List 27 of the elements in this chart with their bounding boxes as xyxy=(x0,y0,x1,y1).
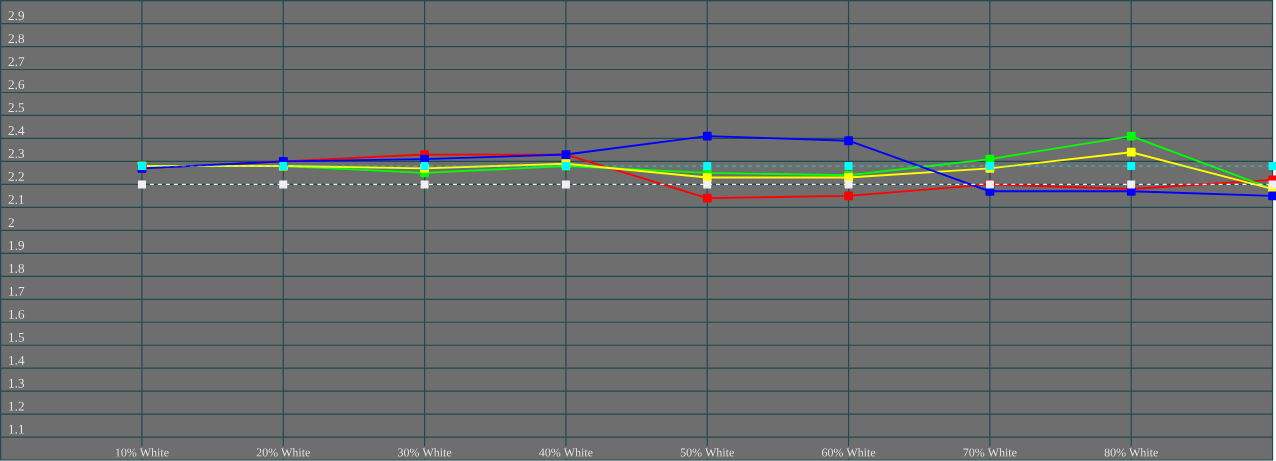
x-tick-label: 20% White xyxy=(256,448,310,457)
x-tick-label: 50% White xyxy=(680,448,734,457)
y-tick-label: 2.6 xyxy=(8,80,25,90)
y-tick-label: 2.3 xyxy=(8,149,25,159)
x-tick-label: 30% White xyxy=(398,448,452,457)
y-tick-label: 2.8 xyxy=(8,34,25,44)
y-tick-label: 2.1 xyxy=(8,195,24,205)
y-tick-label: 2.5 xyxy=(8,103,25,113)
y-tick-label: 1.3 xyxy=(9,378,25,388)
y-tick-label: 1.4 xyxy=(9,356,25,365)
y-tick-label: 2.7 xyxy=(8,57,25,67)
y-tick-label: 1.6 xyxy=(9,310,25,320)
x-tick-label: 80% White xyxy=(1104,448,1158,457)
y-tick-label: 1.5 xyxy=(9,333,25,343)
y-tick-label: 1.9 xyxy=(9,241,25,251)
x-tick-label: 40% White xyxy=(539,448,593,457)
y-tick-label: 2 xyxy=(8,218,14,228)
y-tick-label: 1.8 xyxy=(9,264,25,274)
x-tick-label: 70% White xyxy=(963,448,1017,457)
y-tick-label: 1.2 xyxy=(9,401,24,411)
x-tick-label: 60% White xyxy=(822,448,876,457)
y-tick-label: 2.2 xyxy=(8,172,24,182)
x-tick-label: 10% White xyxy=(115,448,169,457)
y-tick-label: 1.7 xyxy=(9,287,25,297)
y-tick-label: 2.4 xyxy=(8,126,25,136)
y-tick-label: 2.9 xyxy=(8,11,25,21)
y-tick-label: 1.1 xyxy=(9,424,24,434)
